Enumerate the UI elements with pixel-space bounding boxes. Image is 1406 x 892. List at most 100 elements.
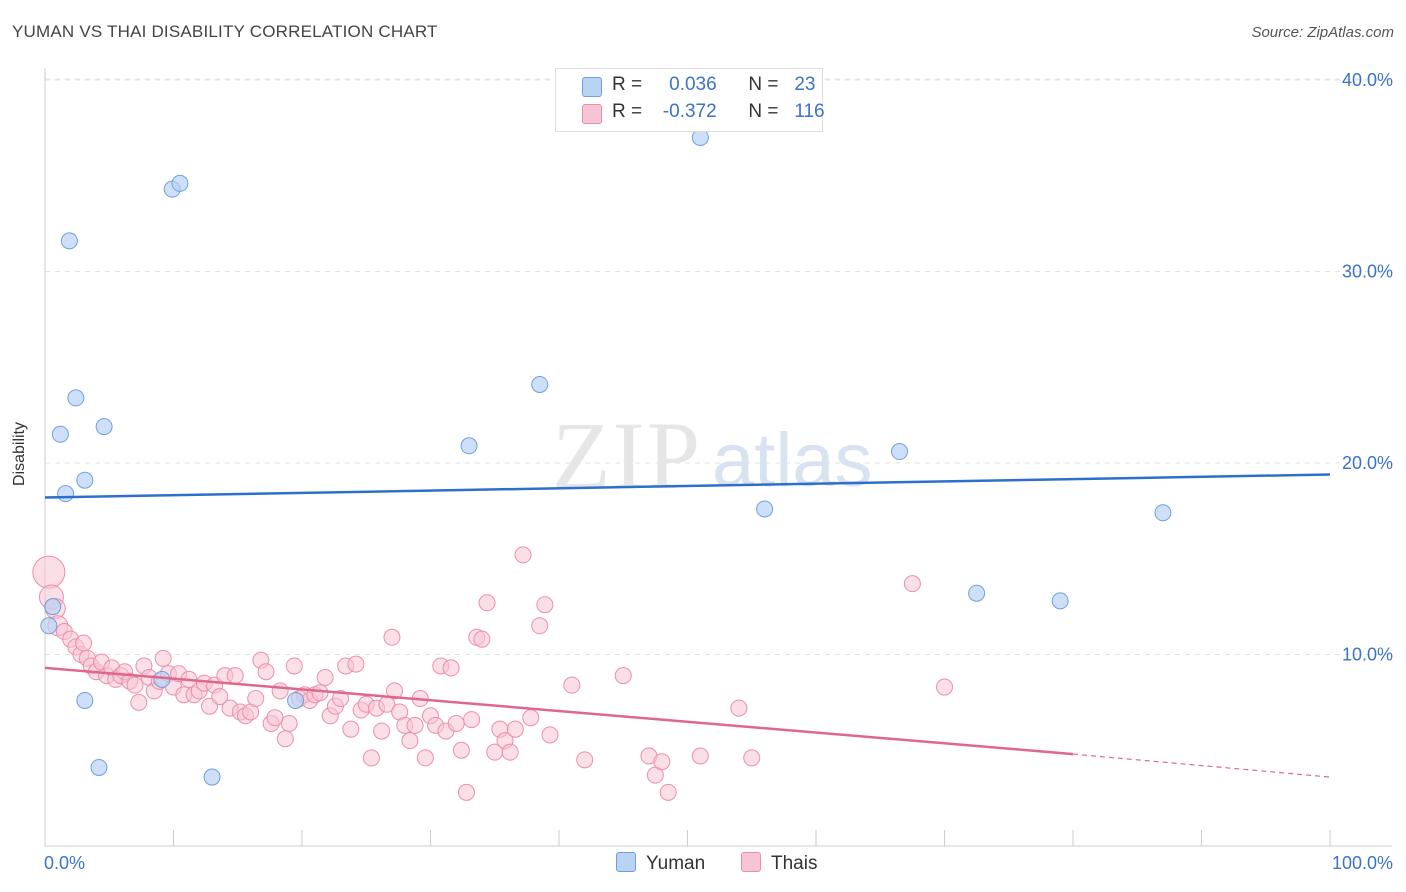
yuman-legend-label: Yuman [646,853,706,874]
thais-point [743,749,761,767]
n-label: N = [748,74,779,95]
thais-point [383,628,401,646]
thais-point [522,709,540,727]
yuman-trendline [44,473,1331,499]
thais-point [447,714,465,732]
tick-labels: 10.0% 20.0% 30.0% 40.0% 0.0% 100.0% [44,70,1393,873]
yuman-point [40,617,58,635]
thais-stats: R = -0.372 N = 116 [612,101,825,123]
yuman-point [756,500,774,518]
thais-point [271,682,289,700]
correlation-legend: R = 0.036 N = 23 R = -0.372 N = 116 [555,68,825,132]
thais-point [311,684,329,702]
chart-title: YUMAN VS THAI DISABILITY CORRELATION CHA… [12,22,438,41]
thais-r-value: -0.372 [662,101,717,122]
thais-point [266,709,284,727]
thais-point [501,743,519,761]
trendlines [44,473,1331,778]
yuman-point [1051,592,1069,610]
yuman-point [95,418,113,436]
thais-point [653,753,671,771]
watermark-atlas: atlas [712,418,873,503]
thais-trendline [44,666,1074,756]
watermark: ZIP atlas [552,402,873,509]
yuman-point [76,471,94,489]
grid-lines [45,78,1392,655]
thais-point [226,667,244,685]
watermark-zip: ZIP [552,402,702,509]
thais-point [154,649,172,667]
r-label: R = [612,101,643,122]
yuman-point [203,768,221,786]
y-axis-label: Disability [11,421,29,487]
thais-point [126,676,144,694]
thais-point [342,720,360,738]
yuman-points [40,128,1172,786]
y-tick-label: 40.0% [1342,70,1393,90]
n-label: N = [748,101,779,122]
thais-point [401,732,419,750]
y-tick-label: 30.0% [1342,262,1393,282]
thais-point [257,663,275,681]
thais-point [531,617,549,635]
yuman-point [57,485,75,503]
axes [44,68,1392,847]
yuman-swatch [582,77,602,97]
thais-point [276,730,294,748]
yuman-point [287,691,305,709]
thais-legend-swatch [741,852,761,872]
thais-point [478,594,496,612]
yuman-point [67,389,85,407]
thais-point [316,668,334,686]
thais-point [730,699,748,717]
yuman-point [1154,504,1172,522]
yuman-point [76,691,94,709]
thais-point [347,655,365,673]
x-tick-label: 0.0% [44,853,85,873]
yuman-point [460,437,478,455]
yuman-n-value: 23 [794,74,816,95]
thais-point [280,714,298,732]
yuman-r-value: 0.036 [669,74,717,95]
thais-point [285,657,303,675]
thais-point [362,749,380,767]
yuman-point [531,375,549,393]
thais-point [691,747,709,765]
y-tick-label: 10.0% [1342,645,1393,665]
yuman-point [51,425,69,443]
thais-point [936,678,953,696]
thais-swatch [582,104,602,124]
thais-points [32,546,953,801]
thais-point [473,630,491,648]
yuman-point [968,584,986,602]
yuman-legend-swatch [616,852,636,872]
thais-point [75,634,93,652]
thais-point [614,667,632,685]
thais-legend-label: Thais [771,853,818,874]
thais-point [541,726,559,744]
thais-point [903,575,921,593]
thais-point [506,720,524,738]
thais-point [536,596,554,614]
thais-point [406,716,424,734]
thais-point [563,676,581,694]
thais-point [442,659,460,677]
y-tick-label: 20.0% [1342,453,1393,473]
thais-point [576,751,594,769]
source-label: Source: ZipAtlas.com [1251,24,1394,41]
yuman-point [891,443,909,461]
bottom-legend-yuman: Yuman [616,852,705,875]
yuman-stats: R = 0.036 N = 23 [612,74,815,96]
yuman-point [60,232,78,250]
thais-point [452,741,470,759]
thais-point [457,783,475,801]
thais-point [247,690,265,708]
thais-point [32,555,66,589]
thais-point [659,783,677,801]
thais-trendline-extension [1072,753,1331,778]
thais-point [130,693,148,711]
thais-point [463,711,481,729]
thais-n-value: 116 [794,101,825,122]
thais-point [332,690,350,708]
